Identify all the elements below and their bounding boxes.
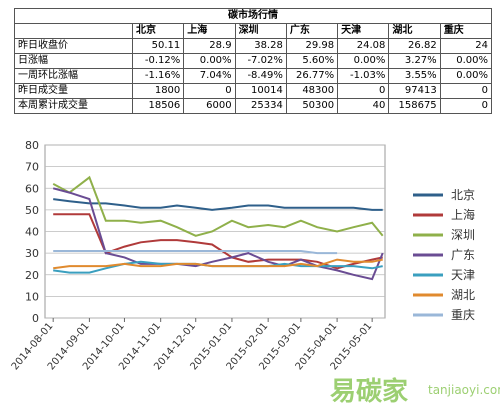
chart: 010203040506070802014-08-012014-09-01201… — [10, 139, 500, 407]
value-cell: 0.00% — [337, 53, 390, 69]
header-cell: 湖北 — [388, 23, 441, 39]
value-cell: -7.02% — [234, 53, 287, 69]
series-line — [52, 187, 384, 281]
value-cell: 0 — [439, 83, 493, 99]
value-cell: 3.27% — [388, 53, 441, 69]
legend-label: 北京 — [451, 188, 475, 202]
title-row: 碳市场行情 — [14, 8, 492, 24]
value-cell: 25334 — [234, 98, 287, 114]
header-cell: 天津 — [337, 23, 390, 39]
table-title: 碳市场行情 — [14, 8, 492, 24]
value-cell: -1.03% — [337, 68, 390, 84]
value-cell: 50300 — [285, 98, 339, 114]
y-tick-label: 70 — [25, 161, 39, 174]
header-cell: 广东 — [285, 23, 339, 39]
value-cell: 50.11 — [131, 38, 185, 54]
y-tick-label: 80 — [25, 139, 39, 152]
value-cell: 48300 — [285, 83, 339, 99]
value-cell: 6000 — [183, 98, 236, 114]
value-cell: 10014 — [234, 83, 287, 99]
row-label: 本周累计成交量 — [14, 98, 133, 114]
value-cell: 7.04% — [183, 68, 236, 84]
series-line — [53, 258, 383, 270]
row-label: 日涨幅 — [14, 53, 133, 69]
value-cell: 24.08 — [337, 38, 390, 54]
value-cell: 29.98 — [285, 38, 339, 54]
value-cell: -8.49% — [234, 68, 287, 84]
y-tick-label: 40 — [25, 226, 39, 239]
value-cell: 28.9 — [183, 38, 236, 54]
value-cell: 0 — [183, 83, 236, 99]
header-cell: 深圳 — [234, 23, 287, 39]
value-cell: 0 — [439, 98, 493, 114]
legend-label: 广东 — [451, 248, 475, 262]
header-cell: 重庆 — [439, 23, 493, 39]
legend-label: 深圳 — [451, 228, 475, 242]
y-tick-label: 50 — [25, 204, 39, 217]
value-cell: 18506 — [131, 98, 185, 114]
y-tick-label: 30 — [25, 247, 39, 260]
row-label: 昨日收盘价 — [14, 38, 133, 54]
legend-label: 湖北 — [451, 287, 475, 302]
table-row: 昨日收盘价 50.11 28.9 38.28 29.98 24.08 26.82 24 — [14, 38, 493, 54]
table-row: 本周累计成交量 18506 6000 25334 50300 40 158675 0 — [14, 98, 493, 114]
header-cell — [14, 23, 133, 39]
header-cell: 北京 — [131, 23, 185, 39]
value-cell: 158675 — [388, 98, 441, 114]
row-label: 一周环比涨幅 — [14, 68, 133, 84]
watermark: 易碳家 — [330, 376, 408, 407]
table-body: 碳市场行情 北京 上海 深圳 广东 天津 湖北 重庆 昨日收盘价 50.11 28.9 38.28 2… — [14, 8, 493, 114]
value-cell: 24 — [439, 38, 493, 54]
legend-label: 重庆 — [451, 308, 475, 322]
value-cell: -0.12% — [131, 53, 185, 69]
value-cell: 0.00% — [439, 68, 493, 84]
value-cell: 26.82 — [388, 38, 441, 54]
value-cell: 5.60% — [285, 53, 339, 69]
header-cell: 上海 — [183, 23, 236, 39]
table-row: 日涨幅 -0.12% 0.00% -7.02% 5.60% 0.00% 3.27% 0.00% — [14, 53, 493, 69]
value-cell: 1800 — [131, 83, 185, 99]
header-row: 北京 上海 深圳 广东 天津 湖北 重庆 — [14, 23, 493, 39]
row-label: 昨日成交量 — [14, 83, 133, 99]
value-cell: 97413 — [388, 83, 441, 99]
value-cell: 26.77% — [285, 68, 339, 84]
series-line — [53, 250, 338, 255]
value-cell: 0.00% — [183, 53, 236, 69]
watermark: tanjiaoyi.com — [428, 383, 500, 397]
legend-label: 天津 — [451, 268, 475, 282]
value-cell: 38.28 — [234, 38, 287, 54]
y-tick-label: 60 — [25, 182, 39, 195]
legend-label: 上海 — [451, 207, 475, 222]
value-cell: 40 — [337, 98, 390, 114]
value-cell: 3.55% — [388, 68, 441, 84]
series-line — [52, 175, 384, 237]
market-table: 碳市场行情 北京 上海 深圳 广东 天津 湖北 重庆 昨日收盘价 50.11 28.9 38.28 2… — [14, 8, 493, 114]
series-line — [53, 198, 383, 211]
value-cell: 0.00% — [439, 53, 493, 69]
y-tick-label: 10 — [25, 290, 39, 303]
value-cell: -1.16% — [131, 68, 185, 84]
value-cell: 0 — [337, 83, 390, 99]
table-row: 一周环比涨幅 -1.16% 7.04% -8.49% 26.77% -1.03% 3.55%… — [14, 68, 493, 84]
y-tick-label: 20 — [25, 269, 39, 282]
y-tick-label: 0 — [32, 312, 39, 325]
table-row: 昨日成交量 1800 0 10014 48300 0 97413 0 — [14, 83, 493, 99]
